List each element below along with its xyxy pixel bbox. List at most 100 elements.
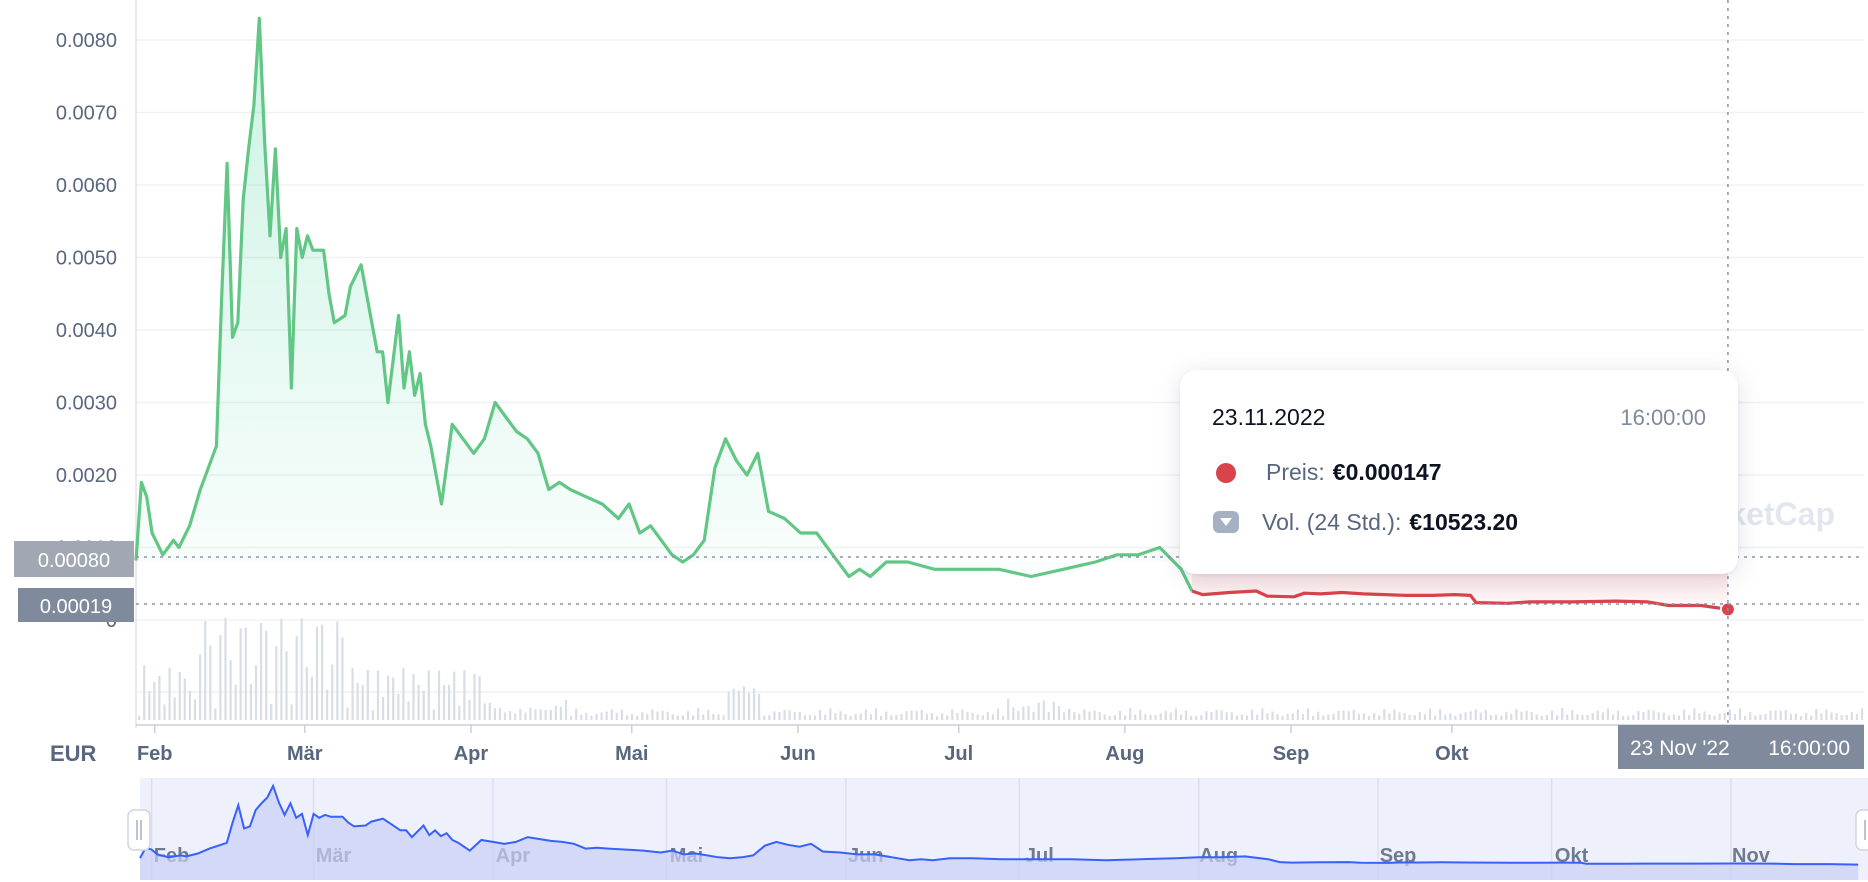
- volume-bar: [509, 711, 512, 720]
- y-axis: 0.0080 0.0070 0.0060 0.0050 0.0040 0.0030 0.00…: [56, 30, 117, 632]
- volume-bar: [600, 712, 603, 720]
- y-tick-label: 0.0070: [56, 103, 117, 125]
- volume-bar: [1495, 714, 1498, 720]
- volume-bar: [1723, 713, 1726, 720]
- volume-bar: [1022, 706, 1025, 720]
- volume-bar: [493, 708, 496, 720]
- volume-bar: [432, 709, 435, 720]
- volume-bar: [996, 708, 1000, 720]
- volume-bar: [392, 677, 395, 720]
- volume-bar: [808, 714, 812, 720]
- volume-bar: [351, 668, 354, 720]
- range-navigator[interactable]: FebMärAprMaiJunJulAugSepOktNov: [127, 778, 1868, 880]
- volume-bar: [387, 675, 390, 720]
- volume-bar: [1271, 711, 1274, 720]
- volume-bar: [468, 699, 471, 720]
- volume-bar: [1591, 713, 1594, 720]
- volume-bar: [1042, 700, 1045, 720]
- navigator-handle-left[interactable]: [127, 809, 151, 851]
- y-tick-label: 0.0060: [56, 175, 117, 197]
- volume-bar: [1291, 713, 1294, 720]
- volume-bar: [1505, 711, 1508, 720]
- volume-bar: [1179, 714, 1183, 720]
- tooltip-date: 23.11.2022: [1212, 404, 1326, 430]
- volume-bar: [1073, 712, 1076, 720]
- volume-bar: [1530, 712, 1533, 720]
- volume-bar: [1652, 710, 1655, 720]
- volume-bar: [575, 708, 578, 720]
- volume-bar: [773, 711, 776, 720]
- volume-bar: [422, 690, 425, 720]
- volume-bar: [1388, 713, 1391, 720]
- volume-bar: [1083, 709, 1086, 720]
- volume-bar: [641, 712, 644, 720]
- volume-bar: [1215, 709, 1218, 720]
- volume-bar: [1672, 714, 1676, 720]
- volume-bar: [503, 712, 507, 720]
- volume-bar: [1642, 712, 1645, 720]
- volume-bar: [732, 688, 735, 720]
- volume-bar: [285, 651, 288, 720]
- navigator-tick-label: Nov: [1732, 845, 1771, 867]
- volume-bar: [854, 713, 857, 720]
- volume-bar: [625, 715, 629, 720]
- volume-bar: [1296, 709, 1299, 720]
- navigator-tick-label: Okt: [1555, 845, 1589, 867]
- volume-bar: [727, 691, 730, 720]
- volume-bar: [148, 691, 151, 720]
- volume-bar: [1678, 715, 1681, 720]
- volume-bar: [229, 660, 232, 720]
- volume-bar: [1601, 712, 1604, 720]
- volume-bar: [1449, 713, 1452, 720]
- volume-bar: [885, 711, 888, 720]
- volume-bar: [1850, 711, 1853, 720]
- volume-bar: [1627, 715, 1630, 720]
- volume-bar: [1789, 713, 1792, 720]
- volume-bar: [1159, 713, 1162, 720]
- volume-bar: [234, 685, 237, 720]
- volume-bar: [1688, 714, 1691, 720]
- volume-bar: [397, 693, 400, 720]
- volume-bar: [1378, 715, 1381, 720]
- volume-bar: [478, 676, 481, 720]
- volume-bar: [1428, 708, 1432, 720]
- volume-bar: [1185, 710, 1188, 720]
- x-tick-label: Mai: [615, 743, 648, 765]
- volume-bar: [1301, 714, 1305, 720]
- volume-bar: [1103, 714, 1106, 720]
- volume-bar: [961, 709, 964, 720]
- volume-bar: [1525, 710, 1528, 720]
- volume-bar: [1733, 713, 1737, 720]
- x-tick-label: Apr: [454, 743, 489, 765]
- navigator-area: [140, 785, 1859, 880]
- volume-bar: [956, 713, 959, 720]
- volume-bar: [254, 665, 258, 720]
- volume-bar: [1469, 711, 1472, 720]
- volume-bar: [473, 674, 476, 720]
- volume-bar: [1210, 712, 1213, 720]
- volume-bar: [1759, 714, 1762, 720]
- volume-bar: [524, 712, 527, 720]
- volume-bar: [941, 713, 944, 720]
- volume-bar: [1535, 714, 1538, 720]
- volume-bar: [244, 627, 247, 720]
- volume-bar: [163, 704, 166, 720]
- y-tick-label: 0.0040: [56, 320, 117, 342]
- volume-bar: [412, 674, 415, 720]
- price-line-down: [1191, 589, 1729, 611]
- volume-bar: [1713, 715, 1716, 720]
- volume-bar: [1169, 712, 1172, 720]
- volume-bar: [1779, 711, 1782, 720]
- volume-bar: [1520, 711, 1523, 720]
- volume-bar: [874, 708, 878, 720]
- volume-bar: [376, 670, 380, 720]
- volume-bar: [737, 690, 740, 720]
- volume-bar: [361, 684, 364, 720]
- navigator-handle-right[interactable]: [1855, 809, 1868, 851]
- volume-bar: [1408, 714, 1411, 720]
- volume-bar: [1703, 711, 1706, 720]
- volume-bar: [742, 686, 745, 720]
- volume-bar: [204, 621, 207, 720]
- volume-bar: [1052, 701, 1055, 720]
